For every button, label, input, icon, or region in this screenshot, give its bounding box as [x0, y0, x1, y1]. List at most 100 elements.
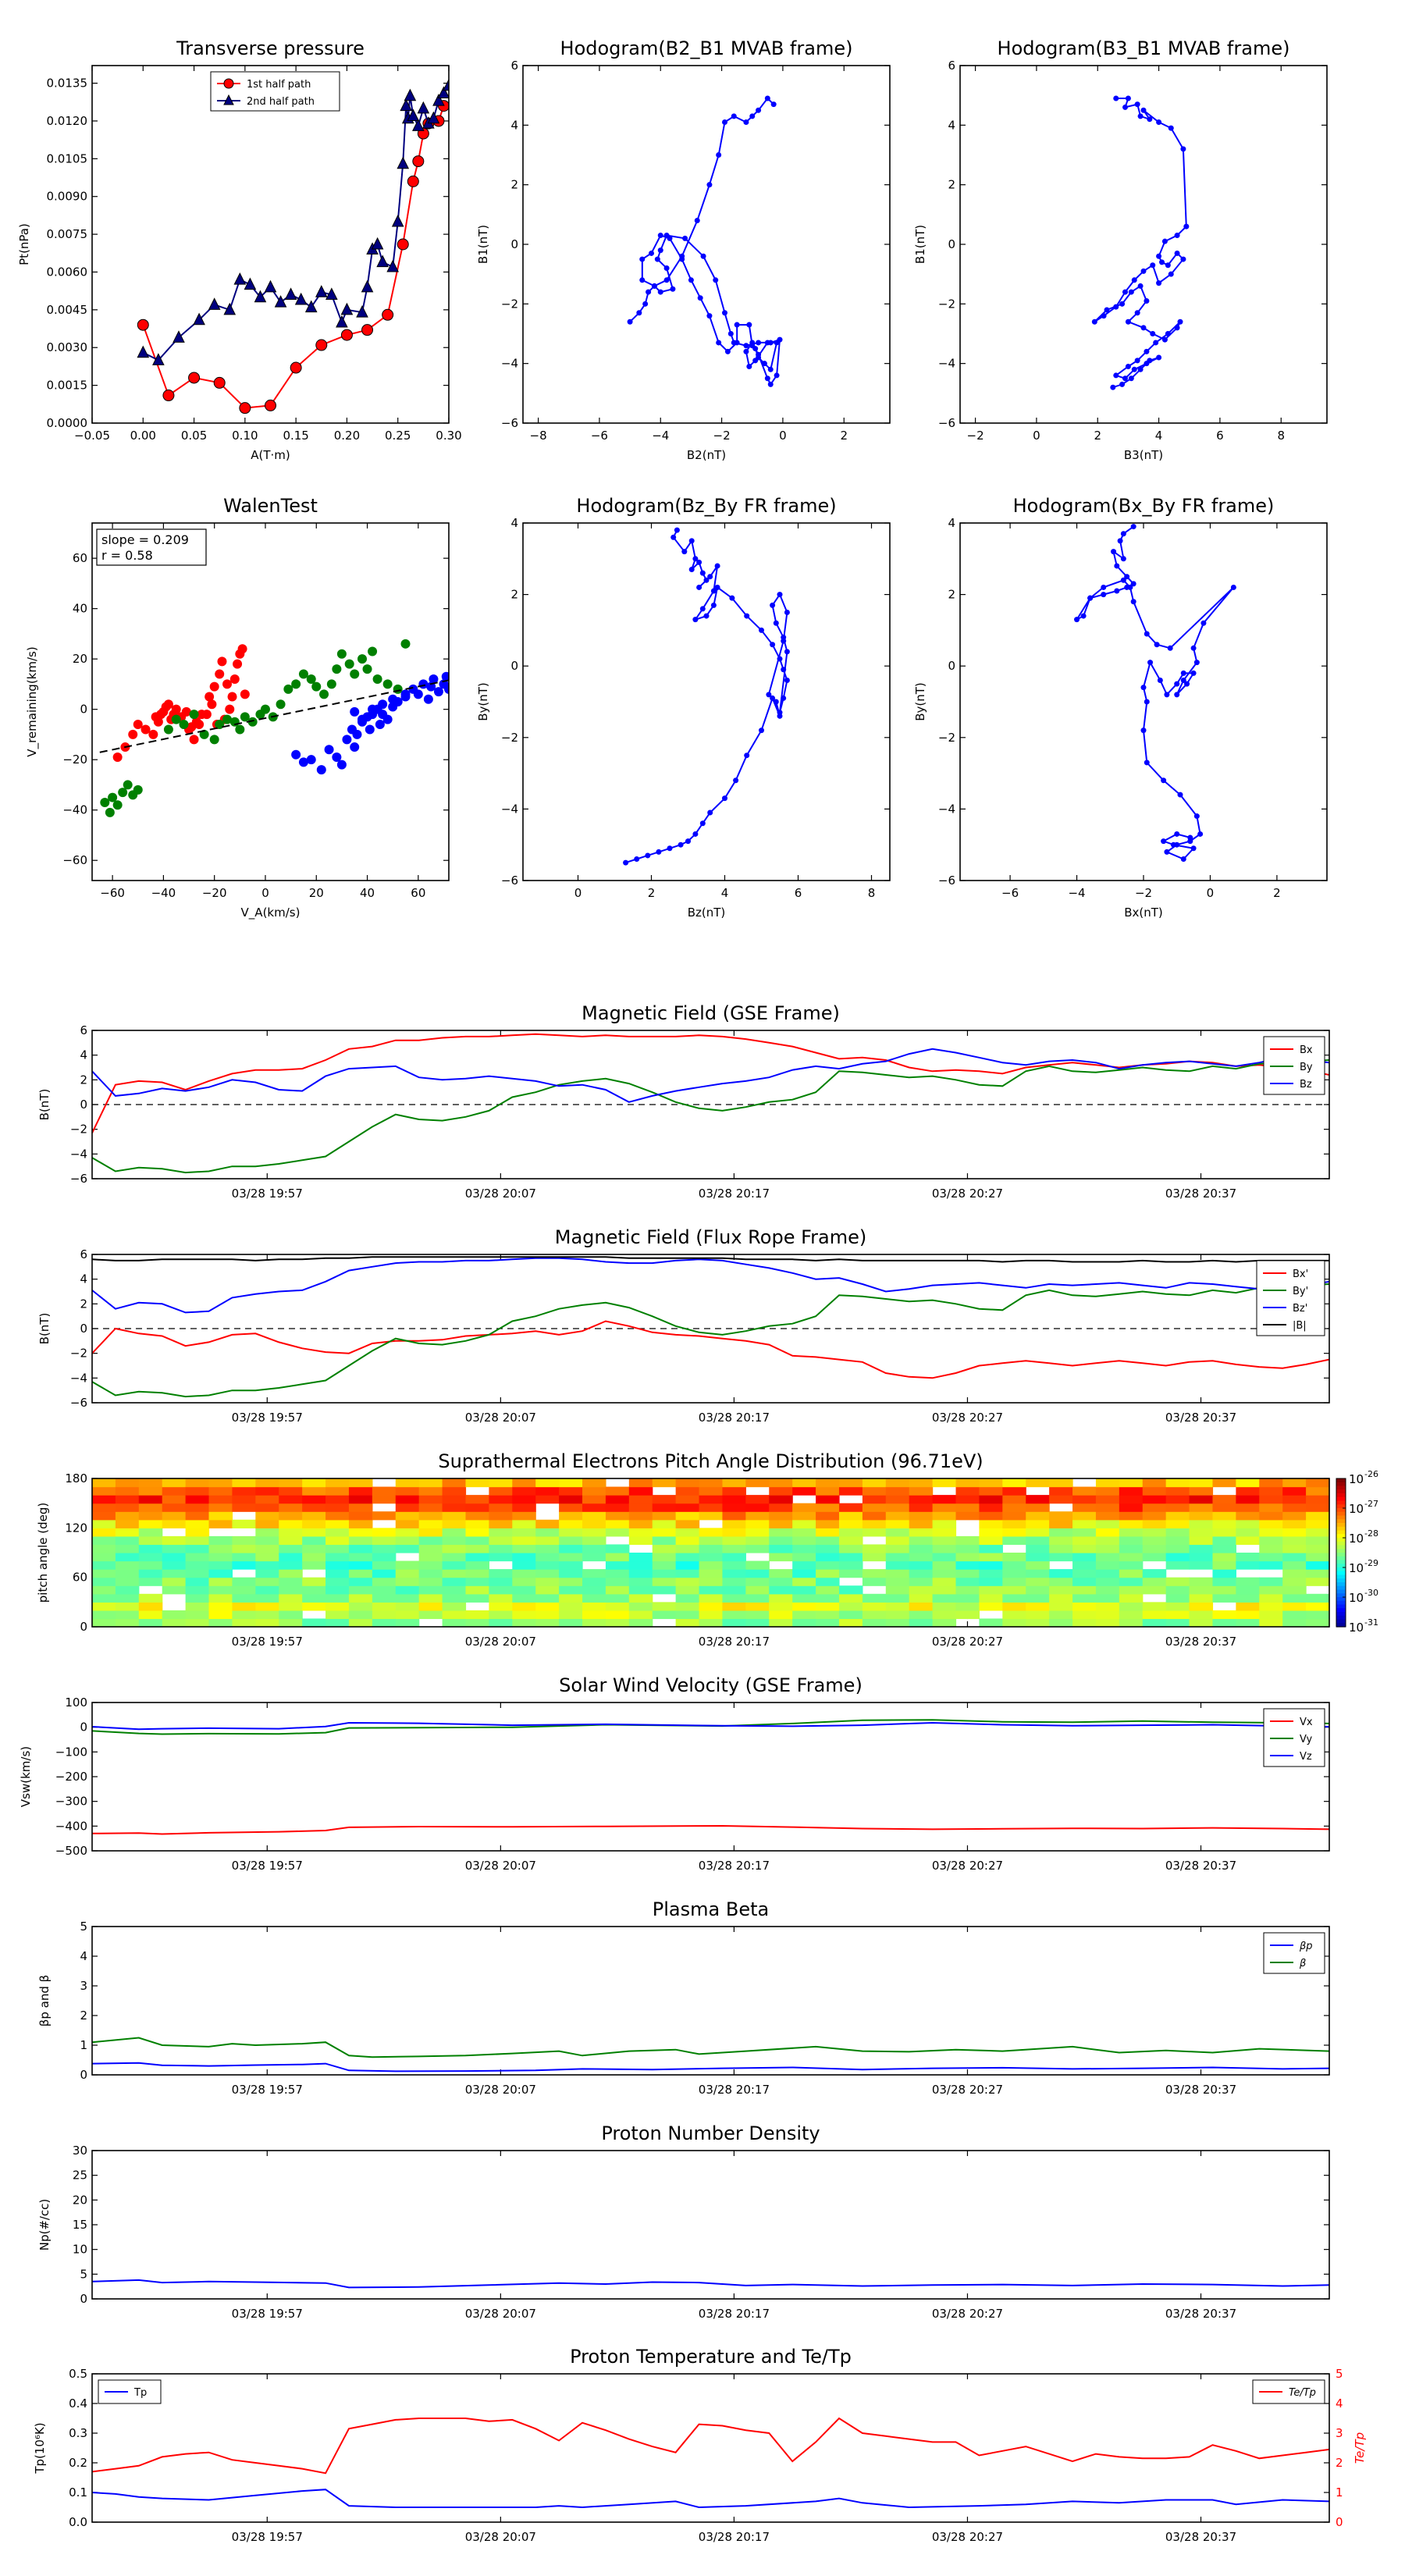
marker-circle — [213, 376, 226, 389]
x-tick-label: 0.05 — [181, 429, 207, 443]
heatmap-cell — [1189, 1544, 1214, 1553]
y-tick-label: 100 — [65, 1695, 87, 1710]
heatmap-cell — [1236, 1486, 1260, 1496]
heatmap-cell — [489, 1602, 513, 1611]
hodogram-point — [1183, 223, 1190, 229]
plot-frame — [91, 1926, 1330, 2076]
colorbar-step — [1336, 1593, 1346, 1598]
heatmap-cell — [535, 1495, 560, 1504]
hodogram-point — [744, 613, 750, 619]
hodogram-point — [1144, 699, 1150, 705]
y-tick-label: 5 — [80, 1920, 87, 1934]
heatmap-cell — [722, 1478, 746, 1488]
heatmap-cell — [372, 1486, 397, 1496]
plot-frame — [91, 1702, 1330, 1852]
hodogram-point — [1180, 670, 1186, 676]
heatmap-cell — [255, 1519, 279, 1528]
x-tick-label: 03/28 19:57 — [232, 1635, 303, 1649]
heatmap-cell — [418, 1593, 443, 1603]
heatmap-cell — [489, 1544, 513, 1553]
heatmap-cell — [652, 1503, 677, 1512]
data-group — [92, 2037, 1329, 2073]
heatmap-cell — [395, 1569, 420, 1578]
y-tick-label: 4 — [948, 118, 955, 132]
walen-point-blue — [332, 752, 342, 762]
hodogram-point — [707, 809, 713, 816]
y-tick-label: 4 — [510, 516, 518, 530]
heatmap-cell — [605, 1503, 630, 1512]
heatmap-cell — [816, 1553, 840, 1562]
heatmap-cell — [582, 1602, 606, 1611]
heatmap-cell — [722, 1569, 746, 1578]
heatmap-cell — [885, 1486, 910, 1496]
heatmap-cell — [348, 1535, 373, 1546]
heatmap-cell — [605, 1486, 630, 1496]
heatmap-cell — [115, 1503, 140, 1512]
heatmap-cell — [279, 1553, 303, 1562]
heatmap-cell — [138, 1602, 163, 1611]
heatmap-cell — [675, 1535, 700, 1546]
hodogram-point — [1180, 256, 1186, 262]
heatmap-cell — [652, 1569, 677, 1578]
hodogram-point — [781, 667, 787, 673]
colorbar-step — [1336, 1511, 1346, 1517]
y-tick-label: −100 — [55, 1745, 87, 1759]
heatmap-cell — [838, 1486, 863, 1496]
heatmap-cell — [1026, 1478, 1050, 1488]
heatmap-cell — [652, 1585, 677, 1595]
heatmap-cell — [792, 1519, 816, 1528]
walen-point-green — [298, 669, 308, 679]
heatmap-cell — [418, 1511, 443, 1521]
hodogram-point — [1111, 549, 1117, 555]
heatmap-cell — [232, 1544, 256, 1553]
heatmap-cell — [115, 1602, 140, 1611]
heatmap-cell — [909, 1610, 934, 1620]
heatmap-cell — [1142, 1528, 1167, 1537]
hodogram-point — [1150, 331, 1156, 336]
heatmap-cell — [1002, 1577, 1026, 1586]
heatmap-cell — [442, 1544, 467, 1553]
walen-point-green — [283, 684, 293, 694]
heatmap-cell — [955, 1560, 980, 1570]
colorbar-label: 10 — [1349, 1502, 1364, 1516]
x-tick-label: −40 — [151, 886, 176, 900]
heatmap-cell — [138, 1535, 163, 1546]
y-tick-label: 0.0000 — [47, 416, 88, 430]
heatmap-cell — [955, 1535, 980, 1546]
plot-frame — [91, 65, 450, 424]
hodogram-point — [749, 340, 756, 346]
heatmap-cell — [489, 1511, 513, 1521]
x-tick-label: 20 — [309, 886, 324, 900]
y-tick-label: 2 — [80, 2008, 87, 2023]
heatmap-cell — [1095, 1602, 1120, 1611]
heatmap-cell — [792, 1602, 816, 1611]
hodogram-point — [756, 340, 762, 346]
heatmap-cell — [1119, 1560, 1144, 1570]
heatmap-cell — [769, 1585, 793, 1595]
heatmap-cell — [255, 1544, 279, 1553]
y-tick-label: 120 — [65, 1521, 87, 1535]
heatmap-cell — [745, 1511, 770, 1521]
hodogram-point — [1134, 310, 1140, 316]
walen-point-blue — [352, 729, 362, 739]
heatmap-cell — [745, 1593, 770, 1603]
heatmap-cell — [559, 1511, 583, 1521]
heatmap-cell — [115, 1535, 140, 1546]
heatmap-cell — [628, 1577, 653, 1586]
walen-point-green — [235, 724, 245, 735]
series-line-Vx — [92, 1824, 1329, 1835]
y-tick-label: 0.1 — [69, 2485, 87, 2500]
heatmap-cell — [1259, 1593, 1283, 1603]
hodogram-point — [674, 527, 680, 533]
heatmap-cell — [489, 1569, 513, 1578]
x-axis-label: A(T·m) — [251, 448, 290, 462]
heatmap-cell — [675, 1544, 700, 1553]
heatmap-cell — [465, 1593, 489, 1603]
colorbar-step — [1336, 1585, 1346, 1591]
heatmap-cell — [1212, 1511, 1236, 1521]
heatmap-cell — [1306, 1577, 1330, 1586]
heatmap-cell — [185, 1553, 210, 1562]
heatmap-cell — [885, 1602, 910, 1611]
